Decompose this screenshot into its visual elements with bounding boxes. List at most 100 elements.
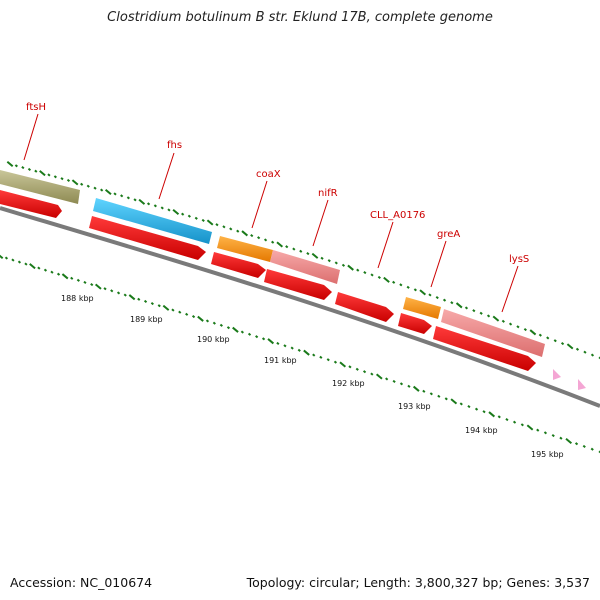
ruler-major-tick — [61, 273, 69, 280]
ruler-minor-tick — [437, 394, 441, 398]
summary-label: Topology: circular; Length: 3,800,327 bp… — [246, 575, 590, 590]
ruler-minor-tick — [229, 227, 233, 231]
ruler-minor-tick — [255, 335, 259, 339]
ruler-major-tick — [347, 264, 354, 271]
ruler-minor-tick — [399, 382, 404, 386]
ruler-minor-tick — [27, 167, 32, 172]
ruler-minor-tick — [83, 280, 87, 285]
ruler-minor-tick — [442, 298, 447, 302]
gene-label-nifR[interactable]: nifR — [318, 188, 338, 199]
cds-arrow[interactable] — [433, 326, 536, 371]
ruler-major-tick — [71, 179, 79, 186]
ruler-minor-tick — [212, 321, 216, 325]
ruler-minor-tick — [215, 223, 219, 227]
ruler-minor-tick — [370, 273, 374, 277]
ruler-major-tick — [6, 160, 14, 168]
ruler-minor-tick — [520, 423, 524, 427]
ruler-minor-tick — [551, 433, 555, 438]
ruler-minor-tick — [292, 247, 296, 251]
feature-greA[interactable] — [403, 297, 441, 319]
ruler-minor-tick — [157, 304, 161, 308]
outer-feature-track — [0, 170, 545, 357]
feature-ftsH[interactable] — [0, 170, 80, 204]
ruler-minor-tick — [590, 447, 594, 451]
ruler-minor-tick — [219, 323, 223, 327]
ruler-minor-tick — [512, 420, 517, 424]
ruler-major-tick — [566, 343, 574, 350]
ruler-label: 193 kbp — [398, 402, 431, 411]
ruler-major-tick — [375, 373, 383, 380]
ruler-minor-tick — [185, 312, 189, 316]
accession-label: Accession: NC_010674 — [10, 575, 153, 590]
ruler-minor-tick — [327, 259, 331, 263]
cds-arrow[interactable] — [0, 190, 62, 218]
cds-arrow[interactable] — [211, 252, 266, 278]
ruler-minor-tick — [575, 347, 580, 351]
feature-fhs[interactable] — [93, 198, 212, 244]
ruler-minor-tick — [171, 308, 175, 312]
ruler-major-tick — [339, 361, 347, 368]
gene-label-lysS[interactable]: lysS — [509, 254, 529, 265]
genome-backbone — [0, 206, 600, 408]
ruler-major-tick — [39, 170, 46, 177]
rna-marker[interactable] — [553, 369, 561, 380]
ruler-minor-tick — [34, 169, 38, 173]
ruler-minor-tick — [392, 280, 396, 284]
ruler-minor-tick — [516, 325, 520, 329]
gene-label-ftsH[interactable]: ftsH — [26, 102, 46, 113]
ruler-minor-tick — [590, 353, 595, 357]
ruler-minor-tick — [150, 301, 154, 306]
gene-label-greA[interactable]: greA — [437, 229, 460, 240]
ruler-major-tick — [526, 424, 534, 431]
ruler-minor-tick — [116, 291, 121, 295]
gene-label-coaX[interactable]: coaX — [256, 169, 281, 180]
rna-marker[interactable] — [578, 379, 586, 390]
cds-arrow[interactable] — [335, 292, 394, 322]
ruler-minor-tick — [137, 297, 141, 301]
ruler-minor-tick — [472, 309, 476, 313]
ruler-minor-tick — [334, 261, 338, 265]
feature-nifR[interactable] — [270, 250, 340, 284]
ruler-minor-tick — [583, 350, 587, 354]
ruler-major-tick — [128, 294, 136, 301]
feature-lysS[interactable] — [441, 309, 545, 357]
ruler-minor-tick — [479, 311, 483, 315]
ruler-minor-tick — [187, 214, 191, 218]
ruler-minor-tick — [377, 275, 381, 280]
gene-labels: ftsH fhs coaX nifR CLL_A0176 greA lysS — [23, 102, 529, 313]
ruler-minor-tick — [276, 341, 280, 346]
gene-label-CLL_A0176[interactable]: CLL_A0176 — [370, 210, 425, 221]
ruler-minor-tick — [146, 202, 151, 206]
cds-arrow[interactable] — [264, 269, 332, 300]
feature-coaX[interactable] — [217, 236, 273, 262]
ruler-minor-tick — [536, 428, 540, 432]
ruler-minor-tick — [14, 164, 18, 168]
ruler-minor-tick — [263, 238, 268, 242]
ruler-minor-tick — [435, 295, 439, 300]
ruler-minor-tick — [348, 365, 352, 369]
gene-label-fhs[interactable]: fhs — [167, 140, 182, 151]
ruler-minor-tick — [523, 327, 527, 332]
ruler-minor-tick — [501, 319, 505, 323]
ruler-minor-tick — [385, 377, 389, 381]
ruler-minor-tick — [70, 276, 74, 280]
ruler-minor-tick — [226, 326, 231, 330]
ruler-minor-tick — [60, 177, 64, 181]
ruler-minor-tick — [53, 175, 57, 179]
ruler-minor-tick — [56, 272, 61, 276]
ruler-minor-tick — [160, 206, 164, 210]
ruler-minor-tick — [4, 256, 9, 260]
cds-arrow[interactable] — [398, 313, 432, 334]
ruler-major-tick — [267, 338, 275, 345]
ruler-major-tick — [162, 304, 170, 311]
label-leader — [501, 265, 519, 313]
ruler-minor-tick — [178, 310, 182, 314]
ruler-minor-tick — [236, 229, 240, 233]
ruler-major-tick — [241, 230, 249, 237]
ruler-minor-tick — [444, 397, 448, 401]
ruler-major-tick — [565, 437, 573, 445]
ruler-minor-tick — [205, 319, 210, 323]
ruler-minor-tick — [86, 184, 90, 188]
cds-arrow[interactable] — [89, 216, 206, 260]
